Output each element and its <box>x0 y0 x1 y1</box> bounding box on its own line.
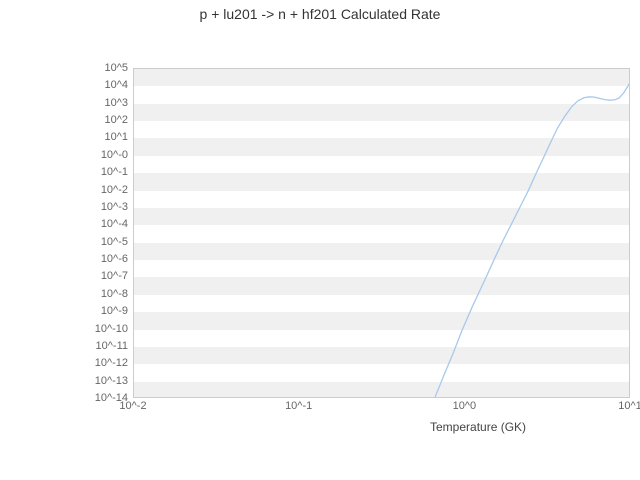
ytick-label: 10^-3 <box>0 201 128 213</box>
xtick-label: 10^-2 <box>119 400 146 412</box>
xtick-label: 10^1 <box>618 400 640 412</box>
ytick-label: 10^-9 <box>0 305 128 317</box>
ytick-label: 10^4 <box>0 79 128 91</box>
xaxis-title: Temperature (GK) <box>430 420 526 434</box>
ytick-label: 10^-1 <box>0 166 128 178</box>
rate-curve-line[interactable] <box>434 83 629 398</box>
ytick-label: 10^5 <box>0 62 128 74</box>
ytick-label: 10^-11 <box>0 340 128 352</box>
ytick-label: 10^-7 <box>0 270 128 282</box>
ytick-label: 10^3 <box>0 97 128 109</box>
plot-area <box>133 68 630 398</box>
ytick-label: 10^1 <box>0 131 128 143</box>
ytick-label: 10^-2 <box>0 184 128 196</box>
ytick-label: 10^2 <box>0 114 128 126</box>
ytick-label: 10^-0 <box>0 149 128 161</box>
ytick-label: 10^-4 <box>0 218 128 230</box>
xtick-label: 10^-1 <box>285 400 312 412</box>
ytick-label: 10^-8 <box>0 288 128 300</box>
ytick-label: 10^-13 <box>0 375 128 387</box>
ytick-label: 10^-10 <box>0 323 128 335</box>
xtick-label: 10^0 <box>453 400 477 412</box>
ytick-label: 10^-6 <box>0 253 128 265</box>
chart-container: p + lu201 -> n + hf201 Calculated Rate 1… <box>0 0 640 480</box>
ytick-label: 10^-5 <box>0 236 128 248</box>
ytick-label: 10^-14 <box>0 392 128 404</box>
rate-curve-svg <box>134 69 630 398</box>
chart-title: p + lu201 -> n + hf201 Calculated Rate <box>0 6 640 22</box>
ytick-label: 10^-12 <box>0 357 128 369</box>
